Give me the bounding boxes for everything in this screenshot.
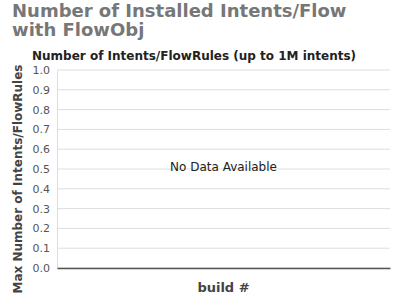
grid-line [57,70,390,71]
grid-line [57,188,390,189]
y-tick-label: 1.0 [33,64,51,77]
y-tick-label: 0.4 [33,183,51,196]
y-tick-label: 0.5 [33,163,51,176]
grid-line [57,268,390,269]
y-tick: 0.9 [33,84,58,97]
x-axis [58,268,391,269]
y-tick: 1.0 [33,64,58,77]
y-tick-label: 0.7 [33,123,51,136]
grid-line [57,109,390,110]
y-tick: 0.2 [33,222,58,235]
x-axis-title: build # [197,280,249,295]
y-tick: 0.7 [33,123,58,136]
subtitle: Number of Intents/FlowRules (up to 1M in… [32,49,356,63]
y-axis-title: Max Number of Intents/FlowRules [11,64,25,293]
annotation: No Data Available [170,160,277,174]
grid-line [57,248,390,249]
y-tick-label: 0.6 [33,143,51,156]
y-tick: 0.6 [33,143,58,156]
y-tick-label: 0.1 [33,242,51,255]
grid-line [57,89,390,90]
y-tick: 0.4 [33,183,58,196]
y-tick-label: 0.2 [33,222,51,235]
y-axis: 0.0 0.1 0.2 0.3 0.4 0.5 0.6 0.7 0.8 0.9 1.0 [33,64,58,275]
y-tick: 0.1 [33,242,58,255]
y-tick-label: 0.0 [33,262,51,275]
y-tick-label: 0.3 [33,203,51,216]
grid-line [57,149,390,150]
y-tick: 0.5 [33,163,58,176]
grid [57,70,390,268]
y-tick: 0.0 [33,262,58,275]
y-tick-label: 0.8 [33,104,51,117]
grid-line [57,228,390,229]
grid-line [57,208,390,209]
grid-line [57,129,390,130]
y-tick: 0.8 [33,104,58,117]
x-axis-line [58,268,391,270]
y-tick-label: 0.9 [33,84,51,97]
title: Number of Installed Intents/Flowwith Flo… [12,0,347,40]
y-axis-line [57,71,58,269]
y-tick: 0.3 [33,203,58,216]
chart: Number of Installed Intents/Flowwith Flo… [0,0,400,300]
plot: 0.0 0.1 0.2 0.3 0.4 0.5 0.6 0.7 0.8 0.9 1.0 No Data… [33,64,391,275]
